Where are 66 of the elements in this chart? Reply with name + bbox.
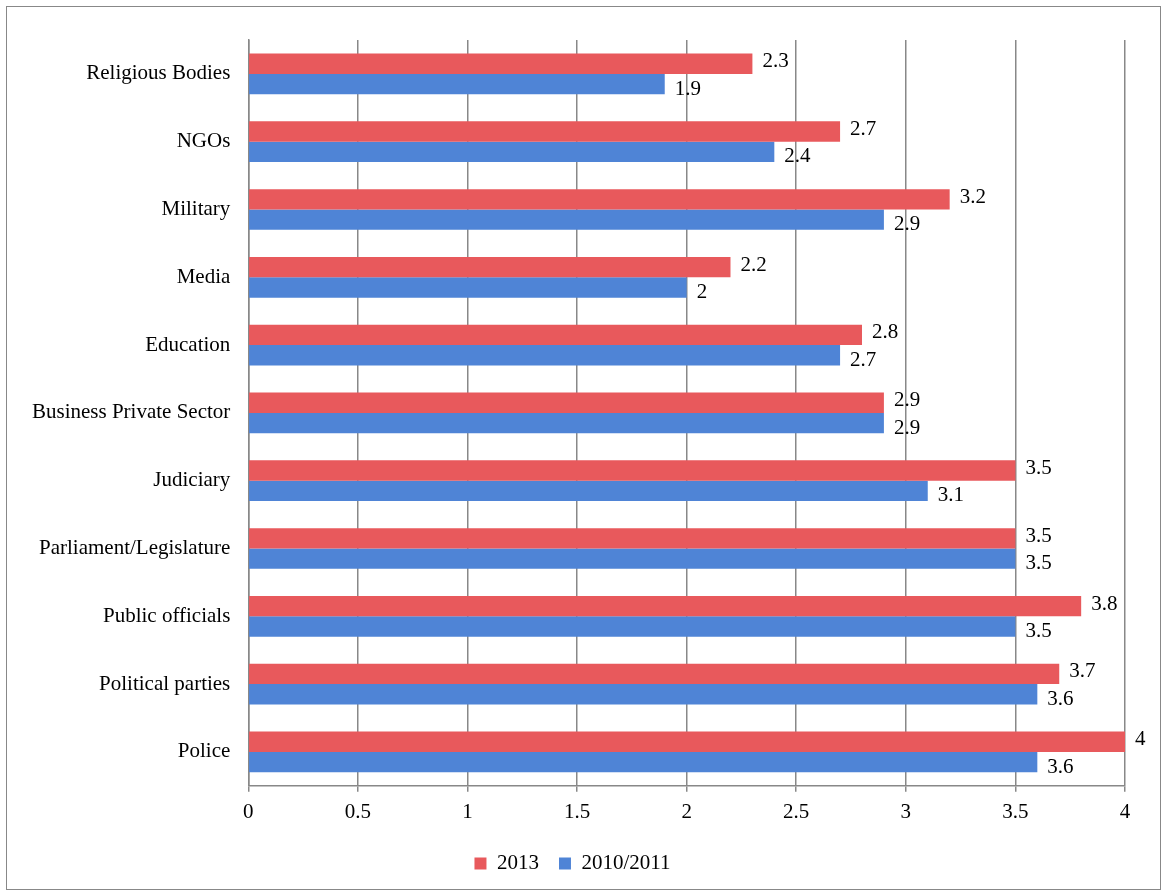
data-label: 3.2 (959, 183, 986, 208)
data-label: 2.2 (740, 251, 767, 276)
data-label: 3.6 (1047, 753, 1074, 778)
y-tick-label: Public officials (102, 602, 231, 627)
bar (249, 121, 841, 142)
x-tick-label: 1.5 (563, 798, 591, 823)
y-tick-label: Education (145, 331, 231, 356)
data-label: 2.3 (762, 48, 789, 73)
y-tick-label: Media (176, 263, 231, 288)
data-label: 3.5 (1025, 550, 1052, 575)
data-label: 3.8 (1091, 590, 1118, 615)
data-label: 3.6 (1047, 685, 1074, 710)
bar (249, 731, 1125, 752)
bar (249, 324, 862, 346)
data-label: 2.8 (871, 319, 899, 344)
x-tick-label: 2.5 (783, 798, 810, 823)
data-label: 2.9 (893, 211, 921, 236)
x-tick-label: 0 (243, 798, 254, 823)
bar (249, 528, 1016, 549)
data-label: 3.5 (1025, 455, 1052, 480)
y-tick-label: Judiciary (153, 467, 231, 492)
data-label: 3.7 (1069, 658, 1096, 683)
y-tick-label: Religious Bodies (86, 60, 231, 85)
x-tick-label: 3.5 (1002, 798, 1029, 823)
bar (249, 460, 1016, 481)
bar (249, 751, 1038, 773)
bar (249, 345, 841, 366)
x-tick-label: 2 (681, 798, 692, 823)
bar (249, 73, 665, 95)
data-label: 2 (696, 278, 708, 303)
bar (249, 595, 1082, 617)
data-label: 3.5 (1025, 617, 1052, 642)
y-tick-label: Police (177, 738, 231, 763)
data-label: 4 (1135, 726, 1146, 751)
bar (249, 412, 884, 434)
bar (249, 392, 884, 413)
legend-label: 2013 (496, 850, 539, 875)
data-label: 3.1 (937, 482, 964, 507)
bar (249, 256, 731, 278)
bar (249, 209, 884, 230)
data-label: 2.4 (784, 143, 812, 168)
data-label: 2.9 (893, 414, 921, 439)
data-label: 2.7 (850, 346, 877, 371)
data-label: 2.9 (893, 387, 921, 412)
bar (249, 141, 775, 163)
bar (249, 277, 687, 298)
bar (249, 53, 753, 74)
bar (249, 480, 928, 502)
bar (249, 663, 1060, 685)
x-tick-label: 4 (1119, 798, 1131, 823)
x-tick-label: 3 (900, 798, 912, 823)
data-label: 2.7 (850, 116, 877, 141)
y-tick-label: NGOs (176, 128, 231, 153)
data-label: 3.5 (1025, 522, 1052, 547)
legend-label: 2010/2011 (581, 850, 671, 875)
y-tick-label: Business Private Sector (32, 399, 231, 424)
bar (249, 548, 1016, 569)
x-tick-label: 1 (462, 798, 473, 823)
y-tick-label: Parliament/Legislature (39, 535, 231, 560)
bar (249, 189, 950, 210)
bar (249, 684, 1038, 705)
y-tick-label: Political parties (99, 670, 231, 695)
y-tick-label: Military (161, 196, 231, 221)
x-tick-label: 0.5 (344, 798, 372, 823)
data-label: 1.9 (674, 75, 701, 100)
bar (249, 616, 1016, 637)
